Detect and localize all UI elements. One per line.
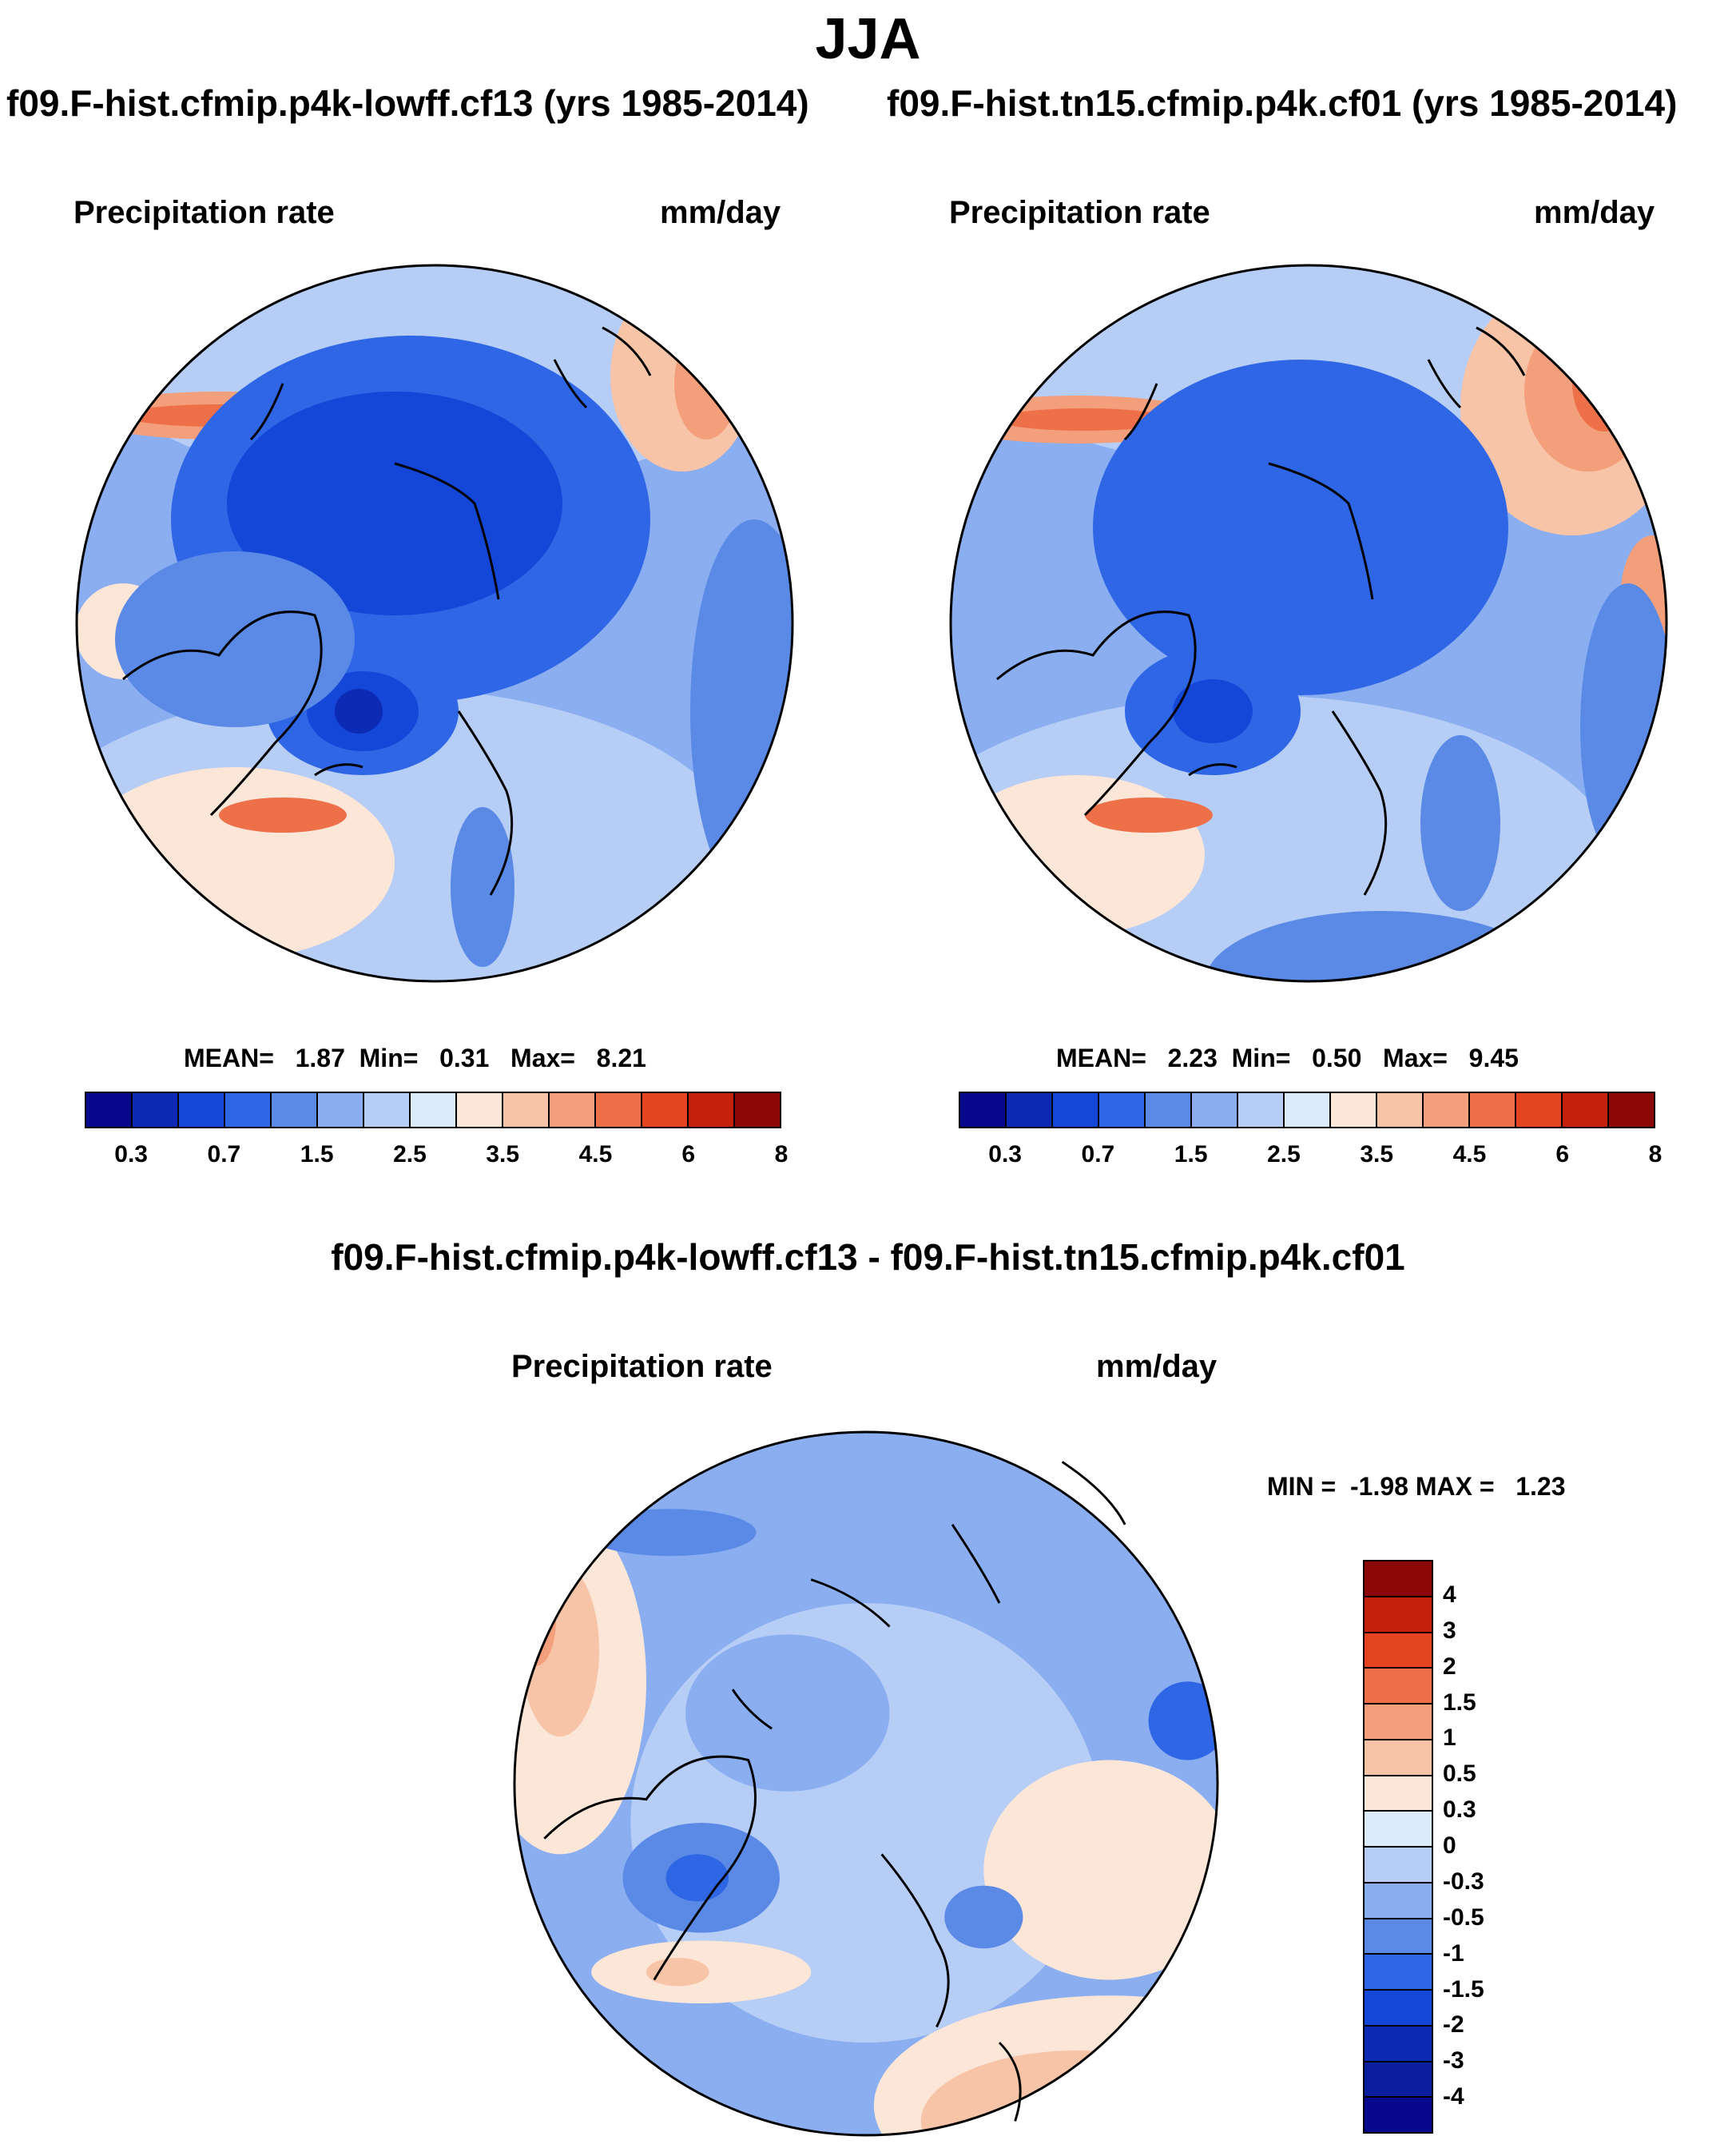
colorbar-cell: [1365, 1991, 1432, 2027]
colorbar-cell: [1365, 1812, 1432, 1848]
left-stats: MEAN= 1.87 Min= 0.31 Max= 8.21: [184, 1044, 646, 1072]
colorbar-label: 1.5: [1174, 1141, 1208, 1167]
left-polar-map: [75, 264, 794, 983]
colorbar-label: 0.3: [1443, 1796, 1476, 1824]
colorbar-label: 1: [1443, 1724, 1456, 1752]
colorbar-cell: [735, 1093, 780, 1127]
left-colorbar: [85, 1092, 781, 1128]
right-units-label: mm/day: [1534, 195, 1655, 230]
colorbar-cell: [1365, 1704, 1432, 1740]
colorbar-label: 2.5: [1267, 1141, 1301, 1167]
colorbar-label: 8: [774, 1141, 789, 1167]
diff-panel-title: f09.F-hist.cfmip.p4k-lowff.cf13 - f09.F-…: [331, 1236, 1405, 1278]
colorbar-cell: [689, 1093, 735, 1127]
colorbar-label: -0.5: [1443, 1903, 1484, 1931]
colorbar-cell: [1365, 1848, 1432, 1883]
colorbar-label: 4: [1443, 1581, 1456, 1608]
colorbar-cell: [457, 1093, 503, 1127]
colorbar-label: 1.5: [300, 1141, 334, 1167]
colorbar-label: 3.5: [486, 1141, 520, 1167]
right-colorbar: [959, 1092, 1655, 1128]
colorbar-label: -3: [1443, 2047, 1464, 2074]
colorbar-label: -4: [1443, 2083, 1464, 2110]
colorbar-label: 8: [1648, 1141, 1663, 1167]
diff-stats: MIN = -1.98 MAX = 1.23: [1267, 1472, 1566, 1501]
left-variable-label: Precipitation rate: [73, 195, 335, 230]
colorbar-cell: [225, 1093, 272, 1127]
diff-variable-label: Precipitation rate: [511, 1349, 773, 1384]
colorbar-cell: [364, 1093, 411, 1127]
colorbar-label: 0.3: [114, 1141, 148, 1167]
colorbar-label: 3.5: [1360, 1141, 1394, 1167]
colorbar-cell: [133, 1093, 179, 1127]
colorbar-cell: [596, 1093, 642, 1127]
colorbar-label: 1.5: [1443, 1689, 1476, 1716]
colorbar-cell: [1365, 2062, 1432, 2098]
colorbar-cell: [1365, 1561, 1432, 1597]
colorbar-cell: [1365, 1740, 1432, 1776]
right-colorbar-labels: 0.3 0.7 1.5 2.5 3.5 4.5 6 8: [959, 1141, 1662, 1173]
colorbar-label: -2: [1443, 2011, 1464, 2039]
diff-colorbar: [1363, 1560, 1433, 2134]
colorbar-cell: [1377, 1093, 1424, 1127]
colorbar-cell: [1424, 1093, 1470, 1127]
colorbar-cell: [1365, 1633, 1432, 1669]
colorbar-label: 4.5: [578, 1141, 613, 1167]
colorbar-cell: [1609, 1093, 1654, 1127]
colorbar-label: 0: [1443, 1832, 1456, 1859]
colorbar-cell: [1365, 1669, 1432, 1704]
colorbar-cell: [272, 1093, 318, 1127]
colorbar-label: 0.5: [1443, 1760, 1476, 1788]
colorbar-cell: [318, 1093, 364, 1127]
colorbar-cell: [1365, 1597, 1432, 1633]
colorbar-cell: [1238, 1093, 1285, 1127]
diff-colorbar-labels: 4 3 2 1.5 1 0.5 0.3 0 -0.3 -0.5 -1 -1.5 -2 -3 -4: [1443, 1560, 1523, 2134]
colorbar-cell: [1563, 1093, 1609, 1127]
colorbar-cell: [1365, 2026, 1432, 2062]
colorbar-cell: [1365, 1919, 1432, 1955]
colorbar-cell: [1365, 1776, 1432, 1812]
colorbar-cell: [1516, 1093, 1563, 1127]
colorbar-cell: [1331, 1093, 1377, 1127]
right-polar-map: [949, 264, 1668, 983]
colorbar-cell: [1146, 1093, 1192, 1127]
season-title: JJA: [815, 7, 921, 71]
colorbar-label: 6: [1555, 1141, 1570, 1167]
colorbar-label: 4.5: [1452, 1141, 1487, 1167]
diff-units-label: mm/day: [1096, 1349, 1218, 1384]
colorbar-cell: [1285, 1093, 1331, 1127]
colorbar-label: 0.7: [207, 1141, 241, 1167]
colorbar-cell: [1099, 1093, 1146, 1127]
left-units-label: mm/day: [660, 195, 781, 230]
right-variable-label: Precipitation rate: [949, 195, 1210, 230]
colorbar-label: -1.5: [1443, 1975, 1484, 2003]
colorbar-label: 2.5: [393, 1141, 427, 1167]
colorbar-cell: [1365, 2098, 1432, 2132]
colorbar-cell: [1053, 1093, 1099, 1127]
colorbar-cell: [642, 1093, 689, 1127]
diff-polar-map: [513, 1430, 1219, 2137]
colorbar-label: 0.7: [1081, 1141, 1115, 1167]
colorbar-cell: [503, 1093, 550, 1127]
left-colorbar-labels: 0.3 0.7 1.5 2.5 3.5 4.5 6 8: [85, 1141, 788, 1173]
right-stats: MEAN= 2.23 Min= 0.50 Max= 9.45: [1056, 1044, 1519, 1072]
colorbar-cell: [86, 1093, 133, 1127]
colorbar-cell: [411, 1093, 457, 1127]
colorbar-cell: [1365, 1883, 1432, 1919]
colorbar-cell: [1365, 1955, 1432, 1991]
colorbar-label: 6: [681, 1141, 696, 1167]
colorbar-label: 3: [1443, 1617, 1456, 1644]
colorbar-label: -0.3: [1443, 1868, 1484, 1895]
right-panel-title: f09.F-hist.tn15.cfmip.p4k.cf01 (yrs 1985…: [887, 82, 1678, 124]
colorbar-label: 0.3: [988, 1141, 1022, 1167]
colorbar-cell: [1192, 1093, 1238, 1127]
colorbar-cell: [179, 1093, 225, 1127]
colorbar-label: -1: [1443, 1939, 1464, 1967]
left-panel-title: f09.F-hist.cfmip.p4k-lowff.cf13 (yrs 198…: [6, 82, 809, 124]
colorbar-cell: [960, 1093, 1007, 1127]
colorbar-label: 2: [1443, 1653, 1456, 1680]
colorbar-cell: [1470, 1093, 1516, 1127]
colorbar-cell: [550, 1093, 596, 1127]
colorbar-cell: [1007, 1093, 1053, 1127]
